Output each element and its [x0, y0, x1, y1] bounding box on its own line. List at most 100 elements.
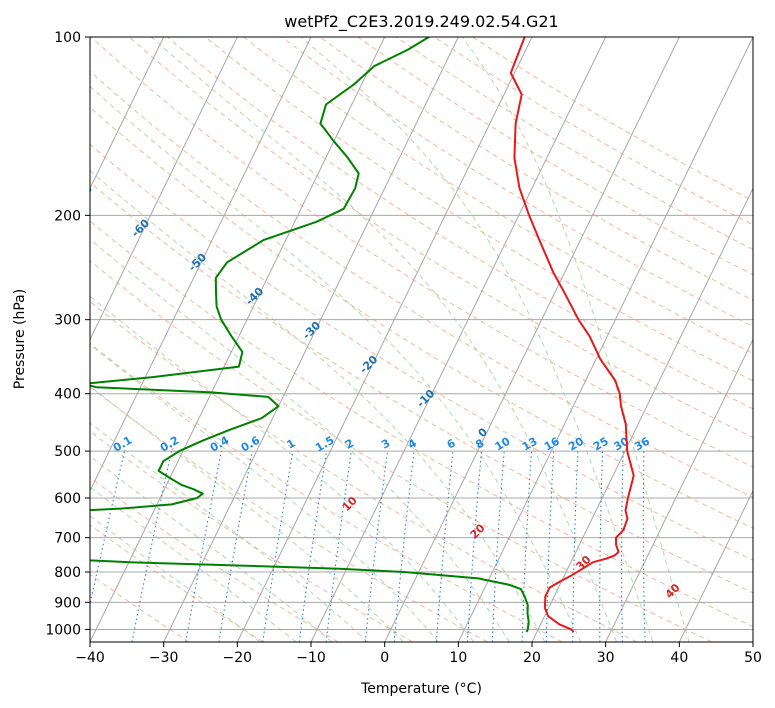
dry-adiabat [90, 260, 712, 642]
moist-adiabat [90, 455, 333, 642]
x-tick-label: 40 [670, 650, 688, 666]
isotherm-line [163, 37, 459, 642]
mixing-ratio-label: 3 [379, 437, 392, 452]
mixing-ratio-line [90, 450, 125, 607]
sounding-series [90, 37, 635, 633]
dry-adiabat [128, 37, 753, 439]
mixing-ratio-label: 6 [445, 436, 458, 451]
dry-adiabat [90, 37, 753, 468]
mixing-ratio-line [545, 451, 555, 642]
dry-adiabat [90, 181, 753, 594]
isotherm-line [752, 640, 753, 642]
moist-adiabat [90, 385, 404, 642]
moist-adiabat [150, 37, 618, 642]
x-tick-label: 50 [744, 650, 762, 666]
moist-adiabat [90, 238, 510, 642]
isotherm-line [90, 37, 238, 341]
y-tick-label: 100 [54, 30, 81, 46]
y-tick-label: 700 [54, 531, 81, 547]
mixing-ratio-line [642, 451, 646, 642]
mixing-ratio-line [218, 451, 253, 642]
moist-adiabat [461, 37, 690, 642]
dry-adiabat [90, 573, 190, 642]
mixing-ratio-line [298, 451, 327, 642]
y-axis-title: Pressure (hPa) [12, 289, 28, 389]
isotherm-label: -40 [243, 285, 266, 308]
y-tick-label: 600 [54, 491, 81, 507]
background-lines [90, 37, 753, 642]
x-tick-label: −40 [75, 650, 105, 666]
moist-adiabat [300, 37, 654, 642]
dry-adiabat [166, 37, 753, 410]
isotherm-line [90, 37, 312, 492]
mixing-ratio-line [521, 451, 533, 642]
plot-frame [89, 36, 754, 643]
y-tick-label: 200 [54, 208, 81, 224]
mixing-ratio-label: 1 [284, 437, 297, 452]
isotherm-label: -80 [15, 148, 38, 171]
moist-adiabat [90, 170, 546, 642]
moist-adiabat [90, 422, 368, 642]
isotherm-line [236, 37, 533, 642]
dry-adiabat [90, 143, 753, 561]
mixing-ratio-line [599, 451, 604, 642]
isotherm-line [310, 37, 607, 642]
mixing-ratio-line [435, 451, 454, 642]
x-axis-ticks: −40 −30 −20 −10 0 10 20 30 40 50 [75, 642, 762, 666]
dry-adiabat [243, 37, 753, 354]
chart-title: wetPf2_C2E3.2019.249.02.54.G21 [284, 12, 558, 32]
isotherm-line [90, 37, 386, 642]
y-tick-label: 1000 [45, 622, 81, 638]
mixing-ratio-line [262, 451, 294, 642]
isotherm-line [678, 489, 753, 642]
mixing-ratio-line [467, 451, 482, 642]
isotherm-line [457, 37, 753, 642]
dry-adiabat [472, 37, 753, 202]
mixing-ratio-line [393, 451, 415, 642]
mixing-ratio-line [572, 451, 579, 642]
dry-adiabat [90, 106, 753, 529]
moist-adiabat-label: 10 [340, 494, 360, 514]
y-tick-label: 900 [54, 595, 81, 611]
y-tick-label: 500 [54, 444, 81, 460]
isotherm-label: -70 [72, 182, 95, 205]
isotherm-label: -30 [300, 319, 323, 342]
dry-adiabat [90, 386, 488, 642]
x-tick-label: −10 [296, 650, 326, 666]
dry-adiabat [205, 37, 753, 382]
x-tick-label: 20 [523, 650, 541, 666]
isotherm-line [384, 37, 680, 642]
isotherm-line [531, 187, 753, 642]
mixing-ratio-line [185, 450, 222, 642]
moist-adiabat [90, 343, 439, 642]
x-tick-label: −30 [149, 650, 179, 666]
isotherm-line [605, 338, 753, 642]
mixing-ratio-line [131, 450, 172, 642]
line-labels: 0.10.20.40.611.52346810131620253036-100-… [15, 148, 683, 601]
dry-adiabat [319, 37, 753, 301]
dry-adiabat [90, 476, 339, 642]
mixing-ratio-line [621, 451, 624, 642]
moist-adiabat [90, 295, 475, 642]
moist-adiabat [90, 85, 582, 642]
x-tick-label: −20 [223, 650, 253, 666]
mixing-ratio-label: 4 [406, 436, 419, 451]
mixing-ratio-line [364, 451, 388, 642]
x-tick-label: 0 [380, 650, 389, 666]
x-tick-label: 30 [597, 650, 615, 666]
moist-adiabat [90, 515, 261, 642]
dry-adiabat [395, 37, 753, 251]
moist-adiabat-label: 40 [663, 581, 683, 601]
temperature-line [509, 37, 635, 633]
y-tick-label: 400 [54, 387, 81, 403]
y-tick-label: 300 [54, 313, 81, 329]
dry-adiabat [357, 37, 753, 276]
dry-adiabat [90, 300, 638, 642]
isotherm-line [90, 37, 165, 190]
moist-adiabat [90, 486, 297, 642]
isotherm-label: -50 [186, 250, 209, 273]
dry-adiabat [281, 37, 753, 328]
moist-adiabat-label: 20 [468, 521, 488, 541]
dry-adiabat [90, 524, 264, 642]
